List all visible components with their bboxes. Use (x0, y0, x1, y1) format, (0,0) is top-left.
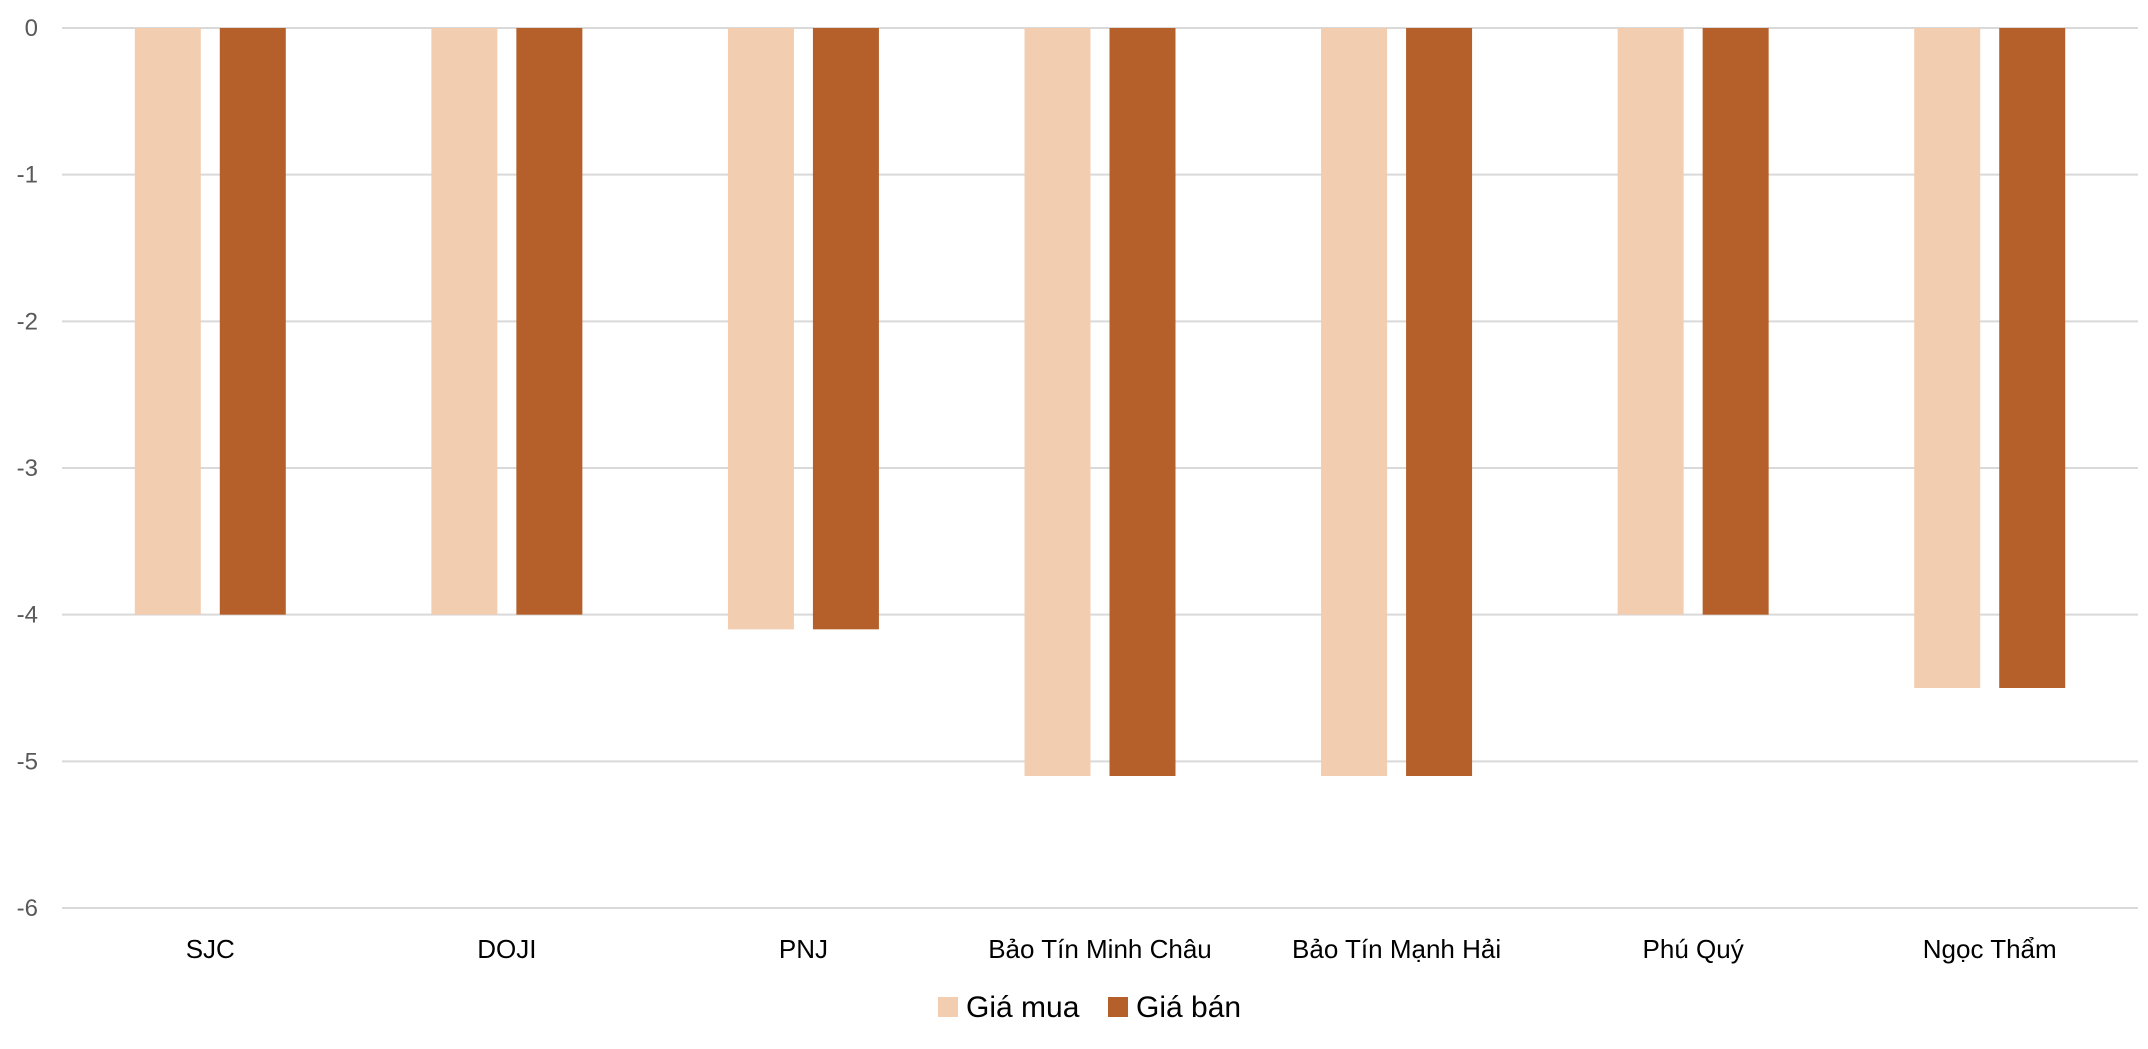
bar-gia-mua (1024, 28, 1091, 776)
x-axis: SJC DOJI PNJ Bảo Tín Minh Châu Bảo Tín Mạnh … (186, 934, 2057, 964)
x-category-label: DOJI (477, 934, 536, 964)
y-tick-label: -5 (17, 748, 38, 775)
bars (134, 28, 2066, 776)
legend-swatch (1108, 997, 1128, 1017)
bar-gia-mua (1617, 28, 1684, 615)
y-tick-label: -2 (17, 308, 38, 335)
x-category-label: Bảo Tín Minh Châu (988, 934, 1212, 964)
bar-gia-ban (1702, 28, 1769, 615)
bar-gia-ban (1406, 28, 1473, 776)
bar-gia-ban (516, 28, 583, 615)
bar-gia-ban (1109, 28, 1176, 776)
x-category-label: Ngọc Thẩm (1923, 934, 2057, 964)
bar-gia-mua (134, 28, 201, 615)
bar-gia-ban (219, 28, 286, 615)
bar-gia-mua (431, 28, 498, 615)
bar-gia-mua (1914, 28, 1981, 688)
legend: Giá mua Giá bán (938, 991, 1241, 1024)
gridlines (62, 27, 2138, 909)
legend-label: Giá bán (1136, 991, 1241, 1024)
x-category-label: SJC (186, 934, 235, 964)
bar-gia-mua (1321, 28, 1388, 776)
x-category-label: Phú Quý (1643, 934, 1744, 964)
y-tick-label: 0 (25, 15, 38, 42)
x-category-label: PNJ (779, 934, 828, 964)
legend-label: Giá mua (966, 991, 1080, 1024)
y-tick-label: -6 (17, 895, 38, 922)
y-tick-label: -4 (17, 602, 38, 629)
bar-gia-ban (1999, 28, 2066, 688)
bar-gia-ban (812, 28, 879, 630)
y-axis: 0 -1 -2 -3 -4 -5 -6 (17, 15, 38, 922)
y-tick-label: -3 (17, 455, 38, 482)
x-category-label: Bảo Tín Mạnh Hải (1292, 934, 1501, 964)
bar-gia-mua (727, 28, 794, 630)
y-tick-label: -1 (17, 162, 38, 189)
legend-swatch (938, 997, 958, 1017)
